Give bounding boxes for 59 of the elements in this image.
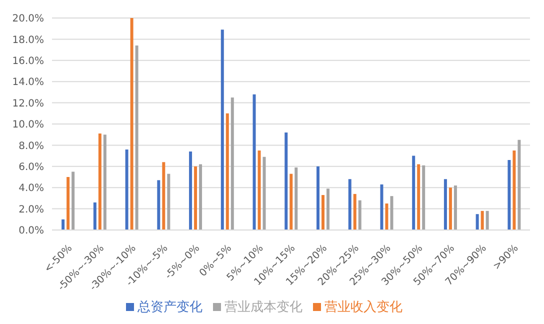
bar	[98, 134, 102, 230]
y-tick-label: 14.0%	[12, 77, 44, 88]
bar	[294, 167, 298, 230]
bar	[512, 150, 516, 230]
bar	[258, 150, 261, 230]
bar	[454, 185, 457, 230]
bar	[62, 219, 65, 230]
bar	[358, 200, 362, 230]
bar	[189, 152, 192, 230]
bar	[194, 166, 198, 230]
bar	[321, 195, 324, 230]
bar	[385, 204, 388, 230]
bar	[162, 162, 166, 230]
bar	[390, 196, 394, 230]
bar	[444, 179, 447, 230]
y-tick-label: 4.0%	[18, 183, 44, 194]
bar	[448, 188, 452, 230]
bar	[125, 149, 128, 230]
bar	[157, 180, 160, 230]
bar	[230, 98, 234, 230]
y-tick-label: 18.0%	[12, 34, 44, 46]
bar	[130, 18, 134, 230]
y-tick-label: 8.0%	[18, 140, 44, 152]
bar	[262, 156, 266, 230]
y-tick-label: 0.0%	[18, 226, 44, 237]
bar	[480, 210, 484, 230]
bar	[412, 156, 416, 230]
y-tick-label: 10.0%	[12, 120, 44, 131]
bar	[476, 214, 479, 230]
bar	[326, 188, 330, 230]
y-tick-label: 2.0%	[18, 204, 44, 216]
bar	[284, 132, 288, 230]
bar	[252, 94, 256, 230]
bar	[518, 140, 521, 230]
bar	[66, 177, 70, 230]
legend-label: 营业收入变化	[324, 300, 402, 315]
bar	[199, 164, 202, 230]
y-tick-label: 6.0%	[18, 162, 44, 173]
bar	[348, 179, 352, 230]
bar	[220, 30, 224, 230]
legend-label: 总资产变化	[138, 300, 202, 315]
bar	[422, 165, 426, 230]
bar	[290, 174, 293, 230]
bar	[72, 172, 75, 230]
bar	[417, 164, 420, 230]
bar	[93, 202, 96, 230]
y-tick-label: 12.0%	[12, 98, 44, 110]
y-tick-label: 20.0%	[12, 14, 44, 25]
bar	[316, 166, 320, 230]
bar	[167, 174, 170, 230]
bar	[380, 184, 384, 230]
legend-label: 营业成本变化	[224, 300, 302, 315]
bar	[226, 113, 229, 230]
y-tick-label: 16.0%	[12, 56, 44, 67]
bar	[135, 46, 138, 230]
bar	[486, 210, 489, 230]
bar	[103, 134, 106, 230]
bar	[508, 160, 511, 230]
bar	[353, 194, 356, 230]
